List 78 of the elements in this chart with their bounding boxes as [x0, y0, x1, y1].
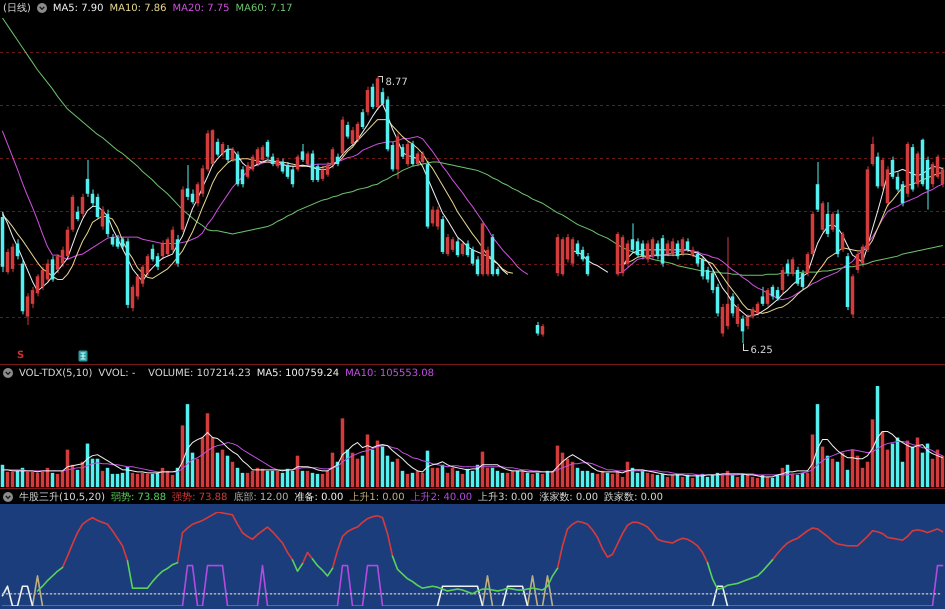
- chart-title: 牛股三升(10,5,20): [19, 490, 105, 504]
- bar: [876, 386, 880, 487]
- bar: [346, 450, 350, 487]
- bar: [836, 462, 840, 487]
- bar: [520, 470, 524, 487]
- bar: [740, 474, 744, 487]
- bar: [226, 456, 230, 487]
- text: MA10: 105553.08: [345, 368, 434, 378]
- bar: [790, 474, 794, 487]
- bar: [370, 450, 374, 487]
- text: 6.25: [750, 345, 773, 356]
- bar: [736, 476, 740, 487]
- chart-title: (日线): [3, 2, 31, 15]
- bar: [340, 418, 344, 487]
- bar: [306, 470, 310, 487]
- text: 底部: 12.00: [233, 490, 289, 504]
- bar: [916, 438, 920, 487]
- chart-title: VOL-TDX(5,10): [19, 368, 92, 378]
- bar: [80, 462, 84, 487]
- text: MA60: 7.17: [236, 2, 293, 14]
- bar: [366, 434, 370, 487]
- bar: [460, 474, 464, 487]
- bar: [456, 470, 460, 487]
- bar: [276, 470, 280, 487]
- bar: [400, 470, 404, 487]
- bar: [546, 470, 550, 487]
- bar: [230, 462, 234, 487]
- bar: [376, 440, 380, 487]
- bar: [906, 440, 910, 487]
- text: 上升2: 40.00: [410, 490, 472, 504]
- bar: [360, 456, 364, 487]
- bar: [216, 452, 220, 487]
- bar: [76, 470, 80, 487]
- annotation: 8.77: [386, 77, 408, 88]
- text: 弱势: 73.88: [110, 490, 166, 504]
- bar: [830, 458, 834, 487]
- bar: [410, 472, 414, 487]
- series-label: 强势: 73.88: [172, 490, 228, 504]
- bar: [440, 464, 444, 487]
- bar: [686, 474, 690, 487]
- bar: [816, 404, 820, 487]
- bar: [0, 464, 4, 487]
- text: 上升3: 0.00: [478, 490, 534, 504]
- bar: [766, 476, 770, 487]
- text: MA20: 7.75: [172, 2, 230, 14]
- text: S: [17, 350, 24, 362]
- text: 涨家数: 0.00: [539, 490, 598, 504]
- bar: [50, 472, 54, 487]
- bar: [220, 450, 224, 487]
- chart-subtitle: VVOL: - VOLUME: 107214.23: [98, 368, 251, 378]
- bar: [730, 474, 734, 487]
- bar: [820, 446, 824, 487]
- bar: [180, 425, 184, 487]
- bar: [536, 472, 540, 487]
- bar: [426, 450, 430, 487]
- text: MA5: 7.90: [52, 2, 104, 14]
- bar: [100, 470, 104, 487]
- text: MA10: 7.86: [109, 2, 166, 14]
- bar: [516, 470, 520, 487]
- bar: [826, 456, 830, 487]
- text: 跌家数: 0.00: [604, 490, 663, 504]
- bar: [526, 472, 530, 487]
- text: 上升1: 0.00: [349, 490, 405, 504]
- text: 准备: 0.00: [294, 490, 344, 504]
- bar: [680, 476, 684, 487]
- bar: [606, 472, 610, 487]
- bar: [690, 478, 694, 487]
- text: MA5: 100759.24: [256, 368, 340, 378]
- bar: [786, 464, 790, 487]
- bar: [300, 470, 304, 487]
- bar: [910, 446, 914, 487]
- bar: [530, 474, 534, 487]
- bar: [540, 474, 544, 487]
- bar: [296, 456, 300, 487]
- bar: [406, 474, 410, 487]
- bar: [396, 458, 400, 487]
- bar: [846, 470, 850, 487]
- bar: [840, 452, 844, 487]
